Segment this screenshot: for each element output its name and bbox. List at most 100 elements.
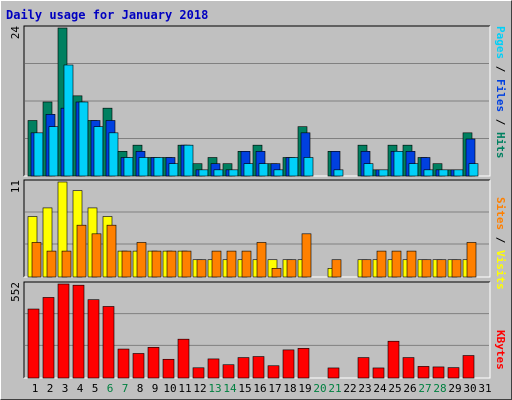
day-label-3: 3	[62, 382, 69, 395]
bar-sites-day-24	[376, 250, 387, 278]
kbytes-panel	[23, 281, 491, 379]
day-label-7: 7	[122, 382, 129, 395]
bar-kbytes-day-18	[282, 349, 295, 379]
kbytes-max-label: 552	[9, 282, 22, 302]
bar-pages-day-19	[303, 157, 314, 177]
day-label-5: 5	[92, 382, 99, 395]
visits-sites-panel	[23, 179, 491, 278]
bar-kbytes-day-1	[27, 308, 40, 379]
bar-sites-day-10	[166, 250, 177, 278]
bar-kbytes-day-10	[162, 358, 175, 379]
bar-sites-day-16	[256, 242, 267, 278]
bar-sites-day-21	[331, 259, 342, 278]
day-label-21: 21	[328, 382, 341, 395]
bar-pages-day-8	[138, 157, 149, 177]
bar-kbytes-day-14	[222, 364, 235, 379]
bar-kbytes-day-6	[102, 306, 115, 379]
bar-pages-day-4	[78, 101, 89, 177]
day-label-15: 15	[238, 382, 251, 395]
bar-kbytes-day-25	[387, 340, 400, 379]
bar-pages-day-3	[63, 64, 74, 177]
bar-pages-day-5	[93, 126, 104, 177]
bar-kbytes-day-23	[357, 357, 370, 379]
hits-files-pages-panel	[23, 25, 491, 177]
day-label-2: 2	[47, 382, 54, 395]
bar-pages-day-10	[168, 163, 179, 177]
day-label-13: 13	[208, 382, 221, 395]
hits-max-label: 24	[9, 26, 22, 40]
day-label-10: 10	[163, 382, 176, 395]
day-label-20: 20	[313, 382, 326, 395]
day-label-4: 4	[77, 382, 84, 395]
bar-sites-day-2	[46, 250, 57, 278]
bar-sites-day-9	[151, 250, 162, 278]
day-label-6: 6	[107, 382, 114, 395]
day-label-26: 26	[403, 382, 416, 395]
day-label-29: 29	[448, 382, 461, 395]
bar-kbytes-day-13	[207, 358, 220, 379]
bar-sites-day-8	[136, 242, 147, 278]
day-axis-labels: 1 2 3 4 5 6 7 8 9 10 11 12 13 14 15 16 17 18 19 20 21 22 23 24 2…	[32, 382, 492, 395]
bar-pages-day-29	[453, 169, 464, 177]
bar-pages-day-24	[378, 169, 389, 177]
bar-sites-day-18	[286, 259, 297, 278]
bar-sites-day-14	[226, 250, 237, 278]
bar-pages-day-12	[198, 169, 209, 177]
bar-sites-day-27	[421, 259, 432, 278]
bar-pages-day-16	[258, 163, 269, 177]
bar-pages-day-7	[123, 157, 134, 177]
bar-kbytes-day-28	[432, 366, 445, 379]
day-label-17: 17	[268, 382, 281, 395]
bar-pages-day-15	[243, 163, 254, 177]
bar-sites-day-28	[436, 259, 447, 278]
bar-pages-day-23	[363, 163, 374, 177]
day-label-19: 19	[298, 382, 311, 395]
day-label-14: 14	[223, 382, 237, 395]
bar-sites-day-25	[391, 250, 402, 278]
bar-kbytes-day-4	[72, 284, 85, 379]
bar-kbytes-day-15	[237, 357, 250, 379]
visits-sites-legend: Sites / Visits	[494, 197, 507, 290]
legend-pages: Pages	[494, 26, 507, 59]
day-label-12: 12	[193, 382, 206, 395]
panel-border-top-left	[23, 25, 490, 176]
legend-separator: /	[494, 59, 507, 79]
bar-pages-day-17	[273, 169, 284, 177]
bar-pages-day-9	[153, 157, 164, 177]
bar-kbytes-day-5	[87, 299, 100, 379]
visits-max-label: 11	[9, 180, 22, 193]
bar-sites-day-6	[106, 224, 117, 278]
legend-separator: /	[494, 230, 507, 250]
bar-pages-day-30	[468, 163, 479, 177]
bar-sites-day-15	[241, 250, 252, 278]
bar-sites-day-29	[451, 259, 462, 278]
day-label-28: 28	[433, 382, 446, 395]
bar-pages-day-1	[33, 132, 44, 177]
bar-kbytes-day-24	[372, 367, 385, 379]
bar-kbytes-day-7	[117, 348, 130, 379]
bar-kbytes-day-27	[417, 366, 430, 379]
day-label-8: 8	[137, 382, 144, 395]
bar-sites-day-30	[466, 242, 477, 278]
bar-pages-day-27	[423, 169, 434, 177]
bar-pages-day-28	[438, 169, 449, 177]
bar-sites-day-19	[301, 233, 312, 278]
bar-pages-day-26	[408, 163, 419, 177]
bar-sites-day-7	[121, 250, 132, 278]
kbytes-legend: KBytes	[494, 330, 507, 370]
legend-hits: Hits	[494, 132, 507, 159]
bar-kbytes-day-21	[327, 367, 340, 379]
bar-kbytes-day-3	[57, 283, 70, 379]
bar-sites-day-13	[211, 250, 222, 278]
day-label-27: 27	[418, 382, 431, 395]
legend-separator: /	[494, 112, 507, 132]
day-label-9: 9	[152, 382, 159, 395]
hits-files-pages-legend: Pages / Files / Hits	[494, 26, 507, 159]
bar-kbytes-day-26	[402, 357, 415, 379]
bar-kbytes-day-9	[147, 347, 160, 379]
bar-sites-day-3	[61, 250, 72, 278]
bar-kbytes-day-8	[132, 353, 145, 379]
bar-pages-day-11	[183, 144, 194, 177]
day-label-24: 24	[373, 382, 387, 395]
